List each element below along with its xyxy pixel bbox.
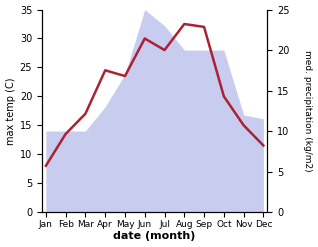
X-axis label: date (month): date (month) (114, 231, 196, 242)
Y-axis label: med. precipitation (kg/m2): med. precipitation (kg/m2) (303, 50, 313, 172)
Y-axis label: max temp (C): max temp (C) (5, 77, 16, 144)
